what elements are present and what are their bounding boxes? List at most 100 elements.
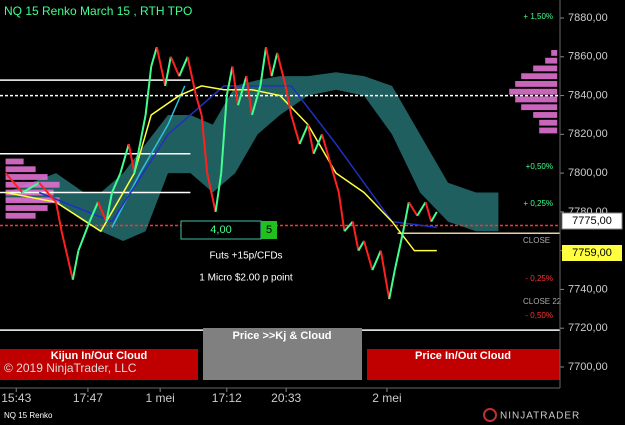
price-segment: [357, 240, 365, 252]
y-tick-label: 7740,00: [568, 283, 608, 295]
profile-bar: [5, 166, 36, 173]
instrument: NQ 15 Renko: [4, 411, 53, 420]
price-segment: [312, 133, 323, 155]
overlay-layer: [4, 46, 438, 300]
price-segment: [284, 85, 293, 116]
price-segment: [379, 250, 391, 300]
x-tick-label: 20:33: [271, 391, 301, 405]
price-tag-label: 7759,00: [572, 247, 612, 259]
profile-bar: [515, 81, 558, 87]
profile-bar: [551, 50, 558, 56]
price-segment: [371, 250, 382, 271]
price-segment: [237, 75, 248, 106]
price-segment: [150, 46, 158, 67]
count: 5: [266, 224, 272, 236]
price-segment: [38, 182, 57, 203]
price-segment: [321, 134, 332, 164]
price-segment: [270, 52, 279, 77]
button[interactable]: [0, 349, 198, 380]
percent-label: +0,50%: [526, 162, 553, 171]
price-segment: [430, 211, 438, 223]
price-segment: [119, 143, 130, 174]
close-label: CLOSE 22: [523, 297, 562, 306]
price-segment: [164, 56, 172, 87]
price-segment: [178, 56, 189, 77]
logo: NINJATRADER: [500, 411, 580, 422]
profile-bar: [5, 205, 48, 211]
price-segment: [155, 46, 167, 87]
profile-bar: [5, 181, 60, 188]
y-tick-label: 7820,00: [568, 128, 608, 140]
price-segment: [245, 76, 253, 116]
series-line: [38, 85, 437, 229]
price-tag-label: 7775,00: [572, 215, 612, 227]
price-segment: [225, 66, 234, 96]
percent-label: + 0,25%: [523, 199, 553, 208]
x-tick-label: 2 mei: [372, 391, 401, 405]
price-segment: [424, 201, 433, 222]
price-segment: [77, 221, 91, 252]
series-line: [5, 85, 437, 252]
button-label: Kijun In/Out Cloud: [51, 350, 148, 362]
price-segment: [195, 95, 203, 116]
profile-bar: [515, 96, 558, 103]
chart-title: NQ 15 Renko March 15 , RTH TPO: [4, 4, 192, 18]
price-segment: [393, 231, 405, 271]
price-segment: [214, 172, 223, 213]
price-segment: [111, 172, 122, 193]
price-segment: [388, 269, 396, 300]
x-tick-label: 17:12: [212, 391, 242, 405]
price-segment: [251, 85, 262, 116]
profile-bar: [539, 119, 558, 126]
price-segment: [88, 201, 99, 222]
button[interactable]: [203, 328, 362, 380]
cloud: [5, 72, 499, 241]
price-segment: [220, 95, 228, 174]
price-segment: [265, 46, 273, 77]
note: 1 Micro $2.00 p point: [199, 273, 293, 284]
price-segment: [337, 192, 346, 232]
y-tick-label: 7800,00: [568, 167, 608, 179]
price-tag: [562, 245, 622, 261]
price-segment: [55, 202, 63, 232]
y-tick-label: 7880,00: [568, 12, 608, 24]
x-tick-label: 17:47: [73, 391, 103, 405]
profile-bar: [5, 158, 24, 165]
price-segment: [402, 202, 410, 232]
profile-bar: [521, 104, 558, 111]
price-segment: [21, 181, 40, 194]
x-tick-label: 1 mei: [145, 391, 174, 405]
price-segment: [259, 46, 267, 87]
price-segment: [206, 172, 217, 213]
price-segment: [363, 240, 374, 271]
note: Futs +15p/CFDs: [209, 251, 282, 262]
profile-bar: [545, 57, 558, 64]
profile-bar: [539, 127, 558, 134]
y-tick-label: 7720,00: [568, 322, 608, 334]
price-segment: [169, 56, 181, 77]
x-tick-label: 15:43: [1, 391, 31, 405]
profile-bar: [533, 112, 558, 118]
percent-label: - 0,25%: [525, 274, 553, 283]
price-segment: [276, 52, 287, 87]
profile-bar: [5, 197, 60, 204]
y-tick-label: 7840,00: [568, 89, 608, 101]
profile-bar: [509, 88, 558, 95]
price-segment: [290, 114, 301, 145]
price-segment: [144, 66, 153, 116]
button-label: Price In/Out Cloud: [415, 350, 511, 362]
price-tag: [561, 212, 623, 230]
profile-bar: [533, 65, 558, 72]
price-segment: [186, 56, 197, 96]
close-label: CLOSE: [523, 236, 550, 245]
price-segment: [407, 201, 419, 217]
copyright: © 2019 NinjaTrader, LLC: [4, 361, 137, 375]
y-tick-label: 7860,00: [568, 51, 608, 63]
price-segment: [298, 124, 309, 145]
plot-layer: 7880,007860,007840,007820,007800,007780,…: [0, 12, 608, 405]
count-box[interactable]: [261, 221, 277, 239]
profile-bar: [5, 174, 48, 180]
button[interactable]: [367, 349, 560, 380]
logo-icon: [483, 408, 497, 422]
